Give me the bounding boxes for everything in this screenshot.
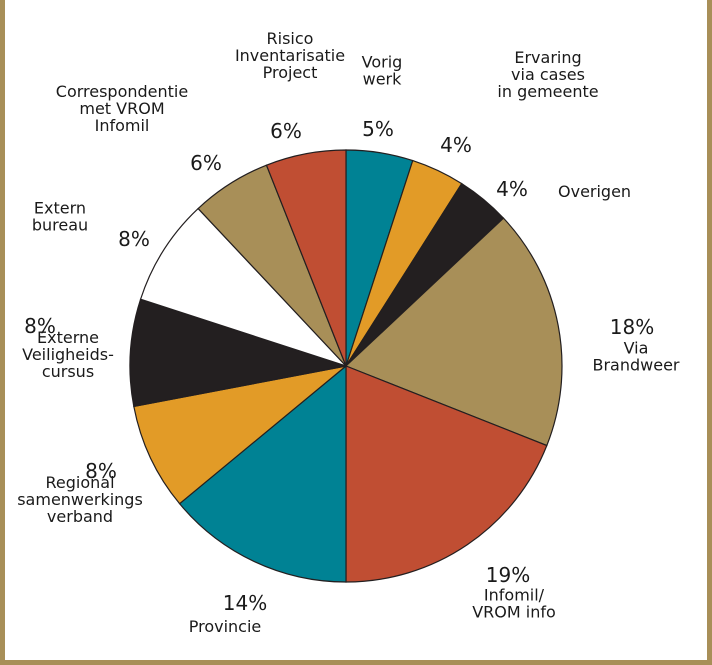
slice-category-label-line: Correspondentie bbox=[56, 82, 188, 101]
slice-category-label-line: Inventarisatie bbox=[235, 46, 345, 65]
slice-category-label: Ervaring via cases in gemeente bbox=[497, 48, 598, 101]
slice-category-label-line: Extern bbox=[34, 199, 86, 218]
slice-category-label-line: in gemeente bbox=[497, 82, 598, 101]
slice-percent-label: 5% bbox=[362, 117, 394, 141]
slice-category-label: Regional samenwerkings verband bbox=[17, 473, 143, 526]
slice-category-label-line: werk bbox=[363, 70, 403, 89]
slice-category-label-line: Veiligheids- bbox=[22, 345, 114, 364]
slice-category-label-line: Project bbox=[263, 63, 318, 82]
slice-category-label: Infomil/VROM info bbox=[472, 586, 556, 622]
slice-category-label-line: Brandweer bbox=[592, 356, 679, 375]
slice-category-label-line: samenwerkings bbox=[17, 490, 143, 509]
slice-percent-label: 8% bbox=[24, 314, 56, 338]
slice-category-label: Overigen bbox=[558, 182, 631, 201]
slice-category-label-line: Infomil bbox=[95, 116, 150, 135]
slice-percent-label: 14% bbox=[223, 591, 267, 615]
slice-category-label-line: Regional bbox=[45, 473, 114, 492]
slice-category-label-line: Risico bbox=[267, 29, 314, 48]
slice-category-label: Provincie bbox=[189, 617, 262, 636]
slice-percent-label: 8% bbox=[85, 459, 117, 483]
slice-category-label-line: Externe bbox=[37, 328, 99, 347]
slice-category-label-line: Infomil/ bbox=[484, 586, 545, 605]
slice-category-label: Externe Veiligheids-cursus bbox=[22, 328, 114, 381]
slice-category-label-line: Provincie bbox=[189, 617, 262, 636]
slice-category-label-line: cursus bbox=[42, 362, 94, 381]
slice-category-label-line: Via bbox=[624, 339, 649, 358]
pie-slice bbox=[178, 364, 347, 583]
slice-category-label-line: verband bbox=[47, 507, 113, 526]
slice-percent-label: 4% bbox=[440, 133, 472, 157]
slice-category-label-line: bureau bbox=[32, 216, 88, 235]
slice-percent-label: 19% bbox=[486, 563, 530, 587]
slice-percent-label: 8% bbox=[118, 227, 150, 251]
slice-category-label-line: met VROM bbox=[79, 99, 164, 118]
pie-labels: 5% Vorig werk 4% Ervaring via cases in gemeent… bbox=[17, 29, 680, 636]
slice-percent-label: 4% bbox=[496, 177, 528, 201]
pie-slice bbox=[344, 217, 563, 447]
slice-category-label: Extern bureau bbox=[32, 199, 88, 235]
pie-slice bbox=[139, 207, 347, 367]
slice-category-label: Via Brandweer bbox=[592, 339, 679, 375]
slice-category-label-line: VROM info bbox=[472, 603, 556, 622]
pie-slice bbox=[129, 298, 347, 408]
slice-percent-label: 6% bbox=[270, 119, 302, 143]
slice-percent-label: 6% bbox=[190, 151, 222, 175]
pie-slice bbox=[133, 365, 347, 505]
pie-slices bbox=[129, 149, 563, 583]
slice-category-label-line: Overigen bbox=[558, 182, 631, 201]
slice-category-label: Risico Inventarisatie Project bbox=[235, 29, 345, 82]
slice-category-label-line: Vorig bbox=[362, 53, 403, 72]
slice-category-label-line: via cases bbox=[511, 65, 585, 84]
slice-category-label: Vorig werk bbox=[362, 53, 403, 89]
slice-category-label: Correspondentie met VROM Infomil bbox=[56, 82, 188, 135]
slice-percent-label: 18% bbox=[610, 315, 654, 339]
pie-slice bbox=[345, 365, 548, 583]
slice-category-label-line: Ervaring bbox=[514, 48, 581, 67]
pie-slice bbox=[265, 149, 347, 367]
